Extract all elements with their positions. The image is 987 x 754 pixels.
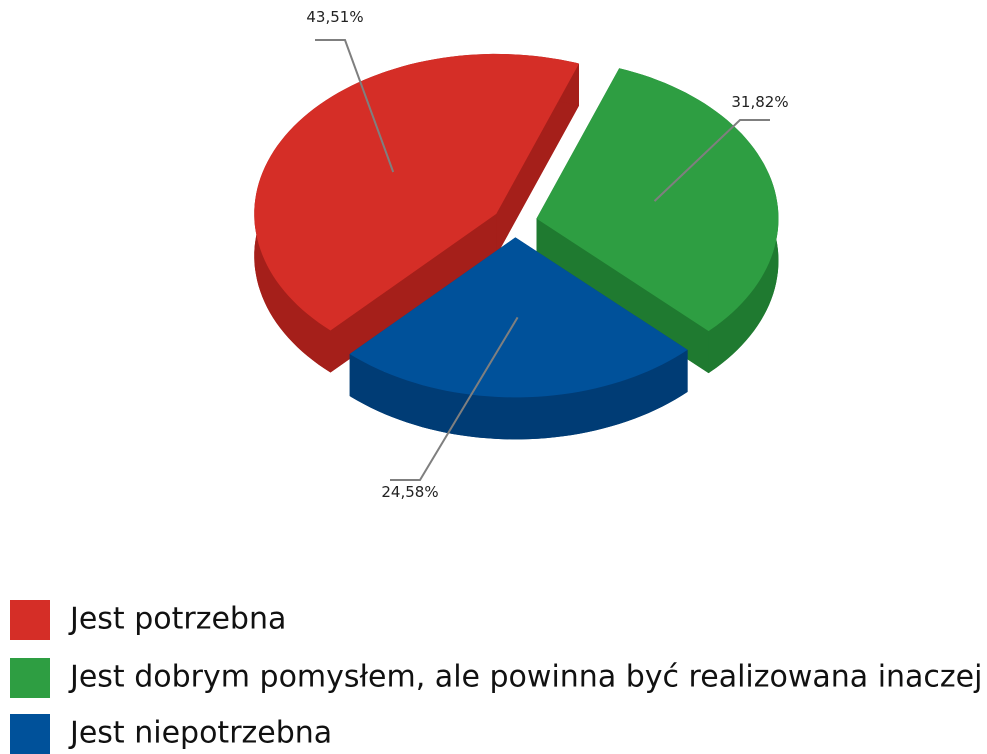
legend-label: Jest potrzebna <box>68 602 286 637</box>
data-label: 24,58% <box>381 483 438 501</box>
data-label: 31,82% <box>731 93 788 111</box>
slice-edge <box>496 63 579 256</box>
leader-line <box>653 119 770 202</box>
slice-edge <box>536 218 709 374</box>
slice-edge <box>330 213 497 373</box>
legend-swatch <box>10 658 50 698</box>
slice-top <box>536 68 779 332</box>
data-label: 43,51% <box>306 8 363 26</box>
legend-label: Jest niepotrzebna <box>68 716 332 751</box>
leader-line <box>390 316 519 481</box>
slice-wall <box>349 349 688 440</box>
leader-line <box>315 39 395 173</box>
slice <box>349 237 688 440</box>
slice-top <box>349 237 688 398</box>
slice <box>254 53 580 373</box>
slice-top <box>254 53 580 331</box>
legend-swatch <box>10 714 50 754</box>
legend-label: Jest dobrym pomysłem, ale powinna być re… <box>68 660 982 695</box>
legend-swatch <box>10 600 50 640</box>
slice <box>536 68 779 374</box>
